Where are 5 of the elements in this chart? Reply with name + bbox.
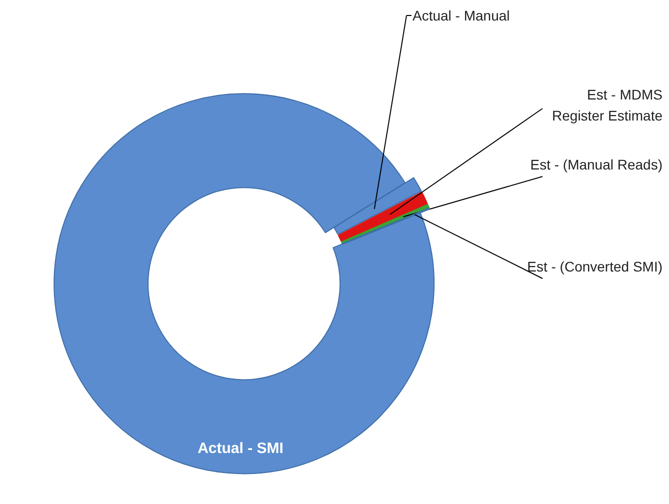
slice-label: Actual - SMI xyxy=(198,440,284,457)
slice-label: Est - MDMS Register Estimate xyxy=(552,86,663,124)
slice-label: Est - (Converted SMI) xyxy=(527,258,663,274)
slice-label: Est - (Manual Reads) xyxy=(530,156,663,172)
slice-label: Actual - Manual xyxy=(412,8,510,24)
